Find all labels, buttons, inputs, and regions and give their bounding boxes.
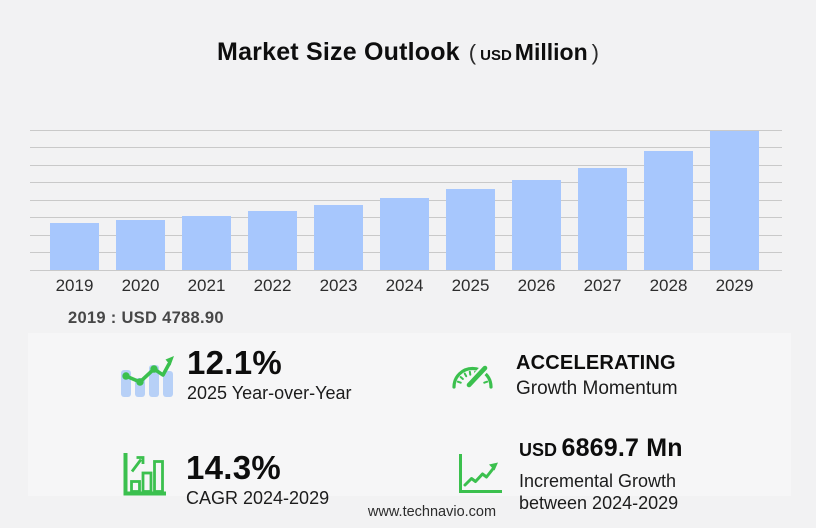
bar-2023 (314, 205, 363, 270)
stat-yoy-label: 2025 Year-over-Year (187, 383, 352, 403)
gridline (30, 130, 782, 131)
chart-bars (30, 130, 782, 270)
bar-line-growth-icon (121, 356, 174, 397)
chart-title-main: Market Size Outlook (217, 38, 460, 66)
stat-incremental-label-line2: between 2024-2029 (519, 493, 679, 513)
x-axis-label-2029: 2029 (715, 276, 754, 295)
bar-2027 (578, 167, 627, 270)
chart-title-unit: Million (514, 39, 588, 65)
x-axis-label-2026: 2026 (517, 276, 556, 295)
gridline (30, 147, 782, 149)
stat-incremental: USD 6869.7 Mn Incremental Growth between… (519, 436, 683, 514)
line-chart-growth-icon (459, 454, 502, 493)
x-axis-label-2024: 2024 (385, 276, 424, 295)
bar-2028 (644, 151, 693, 270)
bar-chart-growth-icon (123, 453, 166, 496)
bar-2024 (380, 198, 429, 270)
x-axis-label-2021: 2021 (187, 276, 226, 295)
speedometer-icon (452, 362, 493, 390)
stat-momentum: ACCELERATING Growth Momentum (516, 352, 678, 402)
stat-cagr-label: CAGR 2024-2029 (186, 488, 330, 508)
x-axis-label-2023: 2023 (319, 276, 358, 295)
bar-2019 (50, 222, 99, 270)
chart-title: Market Size Outlook (USD Million) (0, 38, 816, 67)
x-axis-label-2022: 2022 (253, 276, 292, 295)
gridline (30, 182, 782, 184)
stat-cagr-value: 14.3% (186, 449, 282, 486)
x-axis-label-2027: 2027 (583, 276, 622, 295)
stat-yoy-value: 12.1% (187, 344, 283, 381)
stat-cagr: 14.3% CAGR 2024-2029 (186, 449, 330, 508)
x-axis-label-2028: 2028 (649, 276, 688, 295)
base-year-value: 2019 : USD 4788.90 (68, 309, 224, 327)
stat-momentum-value: ACCELERATING (516, 352, 676, 374)
stat-incremental-label-line1: Incremental Growth (519, 471, 677, 491)
gridline (30, 164, 782, 166)
gridline (30, 269, 782, 271)
paren-close: ) (591, 40, 599, 65)
bar-2022 (248, 211, 297, 270)
bar-2029 (710, 130, 759, 270)
stat-yoy: 12.1% 2025 Year-over-Year (187, 344, 352, 403)
paren-open: ( (468, 40, 477, 65)
stat-momentum-label: Growth Momentum (516, 378, 678, 399)
stat-incremental-value: USD 6869.7 Mn (519, 436, 683, 464)
bar-2020 (116, 219, 165, 270)
x-axis-label-2019: 2019 (55, 276, 94, 295)
bar-2026 (512, 179, 561, 270)
x-axis-label-2020: 2020 (121, 276, 160, 295)
x-axis-label-2025: 2025 (451, 276, 490, 295)
website-url: www.technavio.com (367, 504, 497, 520)
stat-incremental-currency: USD (519, 440, 558, 460)
bar-2021 (182, 215, 231, 270)
stat-incremental-amount: 6869.7 Mn (561, 434, 683, 462)
bar-2025 (446, 189, 495, 270)
chart-title-currency: USD (480, 47, 512, 64)
chart-x-axis-labels: 2019 2020 2021 2022 2023 2024 2025 2026 2027 2028… (30, 276, 782, 298)
